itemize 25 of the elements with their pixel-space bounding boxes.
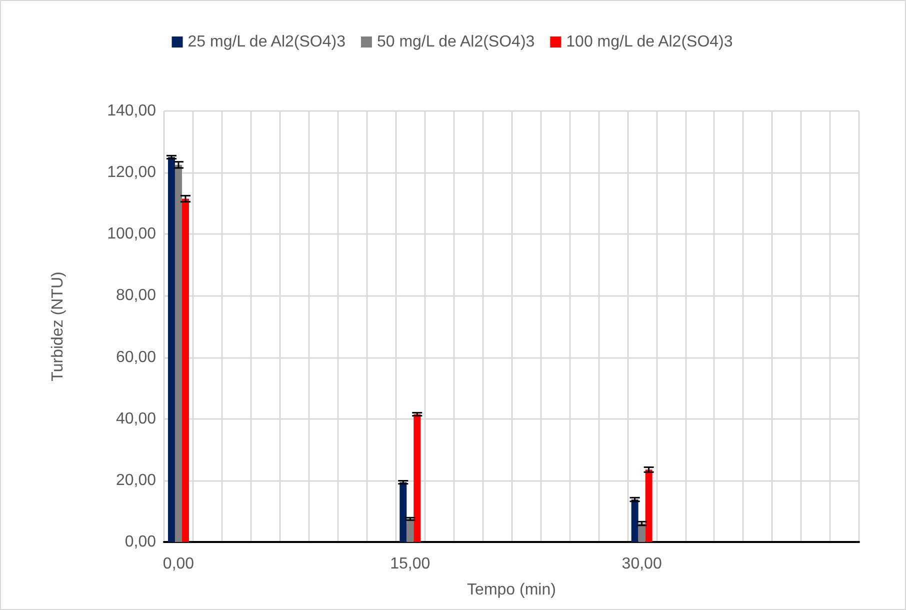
- bar: [168, 157, 175, 542]
- bar: [406, 518, 414, 542]
- bar: [638, 524, 646, 542]
- y-tick-label: 80,00: [116, 287, 156, 304]
- bar: [645, 470, 652, 542]
- bar: [414, 414, 421, 542]
- y-tick-label: 120,00: [107, 164, 156, 182]
- y-tick-label: 40,00: [116, 410, 156, 428]
- y-axis-title: Turbidez (NTU): [50, 272, 66, 382]
- bar: [174, 164, 182, 542]
- x-tick-label: 30,00: [622, 556, 662, 572]
- x-tick-label: 15,00: [390, 556, 430, 572]
- y-tick-label: 0,00: [124, 534, 156, 550]
- legend-label: 25 mg/L de Al2(SO4)3: [188, 34, 346, 50]
- legend-label: 50 mg/L de Al2(SO4)3: [376, 34, 535, 50]
- y-tick-label: 20,00: [116, 472, 156, 489]
- bar: [631, 500, 638, 542]
- x-axis-title: Tempo (min): [467, 582, 556, 598]
- y-tick-label: 100,00: [107, 226, 156, 243]
- bar: [182, 198, 189, 542]
- bar: [400, 482, 407, 542]
- legend-label: 100 mg/L de Al2(SO4)3: [566, 34, 733, 50]
- y-tick-label: 60,00: [116, 348, 156, 366]
- x-tick-label: 0,00: [162, 556, 194, 572]
- y-tick-label: 140,00: [107, 102, 156, 120]
